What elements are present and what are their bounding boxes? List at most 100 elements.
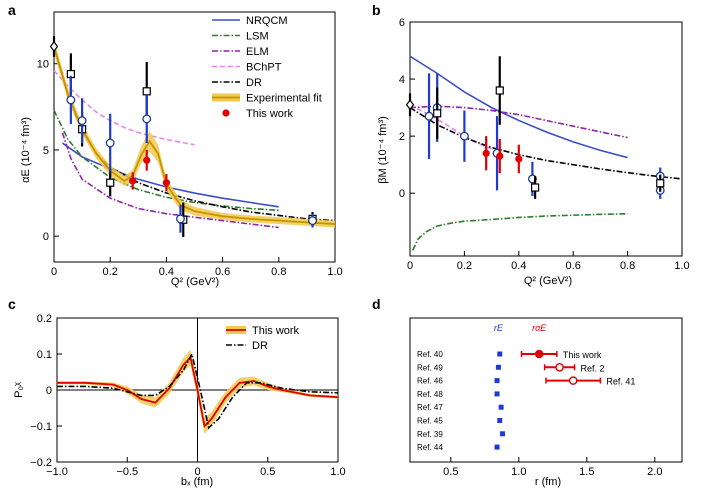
x-axis-label: Q² (GeV²) (171, 276, 219, 288)
x-tick-label: 1.0 (511, 466, 526, 478)
row-label: Ref. 48 (417, 390, 443, 399)
data-point-square (656, 179, 665, 188)
data-point-square (433, 109, 442, 118)
x-tick-label: 0.8 (620, 260, 635, 272)
series-dr (409, 106, 683, 180)
band-experimental-fit (54, 39, 335, 228)
legend-entry: This work (246, 108, 294, 120)
data-point-this-work (482, 149, 490, 157)
row-label: Ref. 40 (417, 350, 443, 359)
y-axis-label: P₀ᵡ (13, 382, 25, 398)
data-point-diamond (405, 99, 415, 111)
rE-marker (494, 391, 500, 397)
data-point-square (106, 178, 115, 187)
x-tick-label: 1.0 (330, 466, 345, 478)
panel-a: 0 0.2 0.4 0.6 0.8 1.0 0 5 10 Q² (GeV²) αE (10⁻⁴ fm… (8, 2, 343, 288)
x-tick-label: 0 (407, 260, 413, 272)
y-tick-label: −0.1 (30, 421, 52, 433)
x-tick-label: 0.5 (443, 466, 458, 478)
series-bchpt (409, 104, 501, 153)
data-point-this-work (162, 179, 170, 187)
y-tick-label: −0.2 (30, 457, 52, 469)
rE-marker (497, 351, 503, 357)
series-this-work (57, 355, 339, 428)
rE-marker (498, 404, 504, 410)
series-experimental-fit (53, 46, 336, 225)
x-tick-label: −1.0 (46, 466, 68, 478)
y-tick-label: 0 (399, 188, 405, 200)
data-point-circle (424, 111, 434, 121)
data-point-square (531, 183, 540, 192)
data-point-circle (77, 116, 87, 126)
series-dr (57, 351, 339, 430)
legend-entry: NRQCM (246, 15, 288, 27)
column-label-rE: rE (494, 323, 504, 333)
row-label: Ref. 46 (417, 377, 443, 386)
panel-d: 0.5 1.0 1.5 2.0 d r (fm) rE rαE Ref. 40 Ref. 49 Re… (372, 296, 683, 488)
row-label: Ref. 47 (417, 403, 443, 412)
rE-marker (495, 364, 501, 370)
x-tick-label: 0.2 (103, 266, 118, 278)
plot-frame (409, 21, 683, 257)
r-alpha-marker (555, 362, 564, 372)
r-alpha-label: Ref. 41 (606, 377, 635, 387)
plot-frame (409, 317, 683, 463)
series-bchpt (53, 70, 195, 146)
series-nrqcm (409, 55, 628, 159)
y-tick-label: 0.2 (37, 313, 52, 325)
r-alpha-label: Ref. 2 (581, 363, 605, 373)
y-tick-label: 5 (43, 145, 49, 157)
x-axis-label: Q² (GeV²) (524, 275, 572, 287)
x-tick-label: 1.0 (327, 266, 342, 278)
series-dr (53, 46, 336, 222)
data-point-this-work (496, 152, 504, 160)
legend-entry: LSM (246, 31, 269, 43)
legend-entry: DR (252, 340, 268, 352)
series-lsm (53, 109, 279, 212)
x-tick-label: 1.5 (579, 466, 594, 478)
x-tick-label: 0.4 (159, 266, 174, 278)
r-alpha-marker (534, 349, 544, 359)
x-tick-label: 0.8 (271, 266, 286, 278)
rE-marker (497, 418, 503, 423)
data-point-this-work (515, 155, 523, 163)
x-tick-label: 0.4 (511, 260, 526, 272)
data-point-this-work (143, 156, 151, 164)
data-point-circle (66, 95, 76, 105)
rE-marker (499, 431, 505, 437)
data-point-this-work (129, 177, 137, 185)
data-point-diamond (49, 41, 59, 52)
panel-c: −1.0 −0.5 0 0.5 1.0 −0.2 −0.1 0 0.1 0.2 bₓ (fm) P₀ᵡ… (8, 296, 346, 488)
x-axis-label: r (fm) (535, 476, 561, 488)
y-tick-label: 0 (46, 385, 52, 397)
series-lsm (411, 212, 628, 251)
row-label: Ref. 49 (417, 363, 443, 372)
panel-label: d (372, 296, 381, 312)
data-point-circle (105, 138, 115, 148)
y-tick-label: 2 (399, 131, 405, 143)
r-alpha-marker (568, 376, 578, 385)
x-axis-label: bₓ (fm) (181, 476, 213, 488)
legend-marker-this-work (222, 109, 230, 117)
data-point-circle (459, 131, 469, 141)
legend-entry: BChPT (246, 62, 282, 74)
legend-entry: This work (252, 325, 300, 337)
legend-entry: DR (246, 77, 262, 89)
row-label: Ref. 45 (417, 417, 443, 426)
column-label-r-alpha: rαE (532, 323, 547, 333)
rE-marker (494, 444, 500, 450)
row-label: Ref. 44 (417, 443, 443, 452)
data-point-square (495, 86, 504, 95)
y-axis-label: αE (10⁻⁴ fm³) (20, 117, 32, 183)
row-label: Ref. 39 (417, 430, 443, 439)
legend-entry: Experimental fit (246, 93, 322, 105)
series-elm (61, 132, 279, 229)
rE-marker (494, 378, 500, 384)
y-tick-label: 0.1 (37, 349, 52, 361)
y-tick-label: 10 (37, 59, 49, 71)
x-tick-label: 0 (194, 466, 200, 478)
y-axis-label: βM (10⁻⁴ fm³) (377, 116, 389, 184)
x-tick-label: 1.0 (674, 260, 689, 272)
series-elm (409, 105, 628, 139)
